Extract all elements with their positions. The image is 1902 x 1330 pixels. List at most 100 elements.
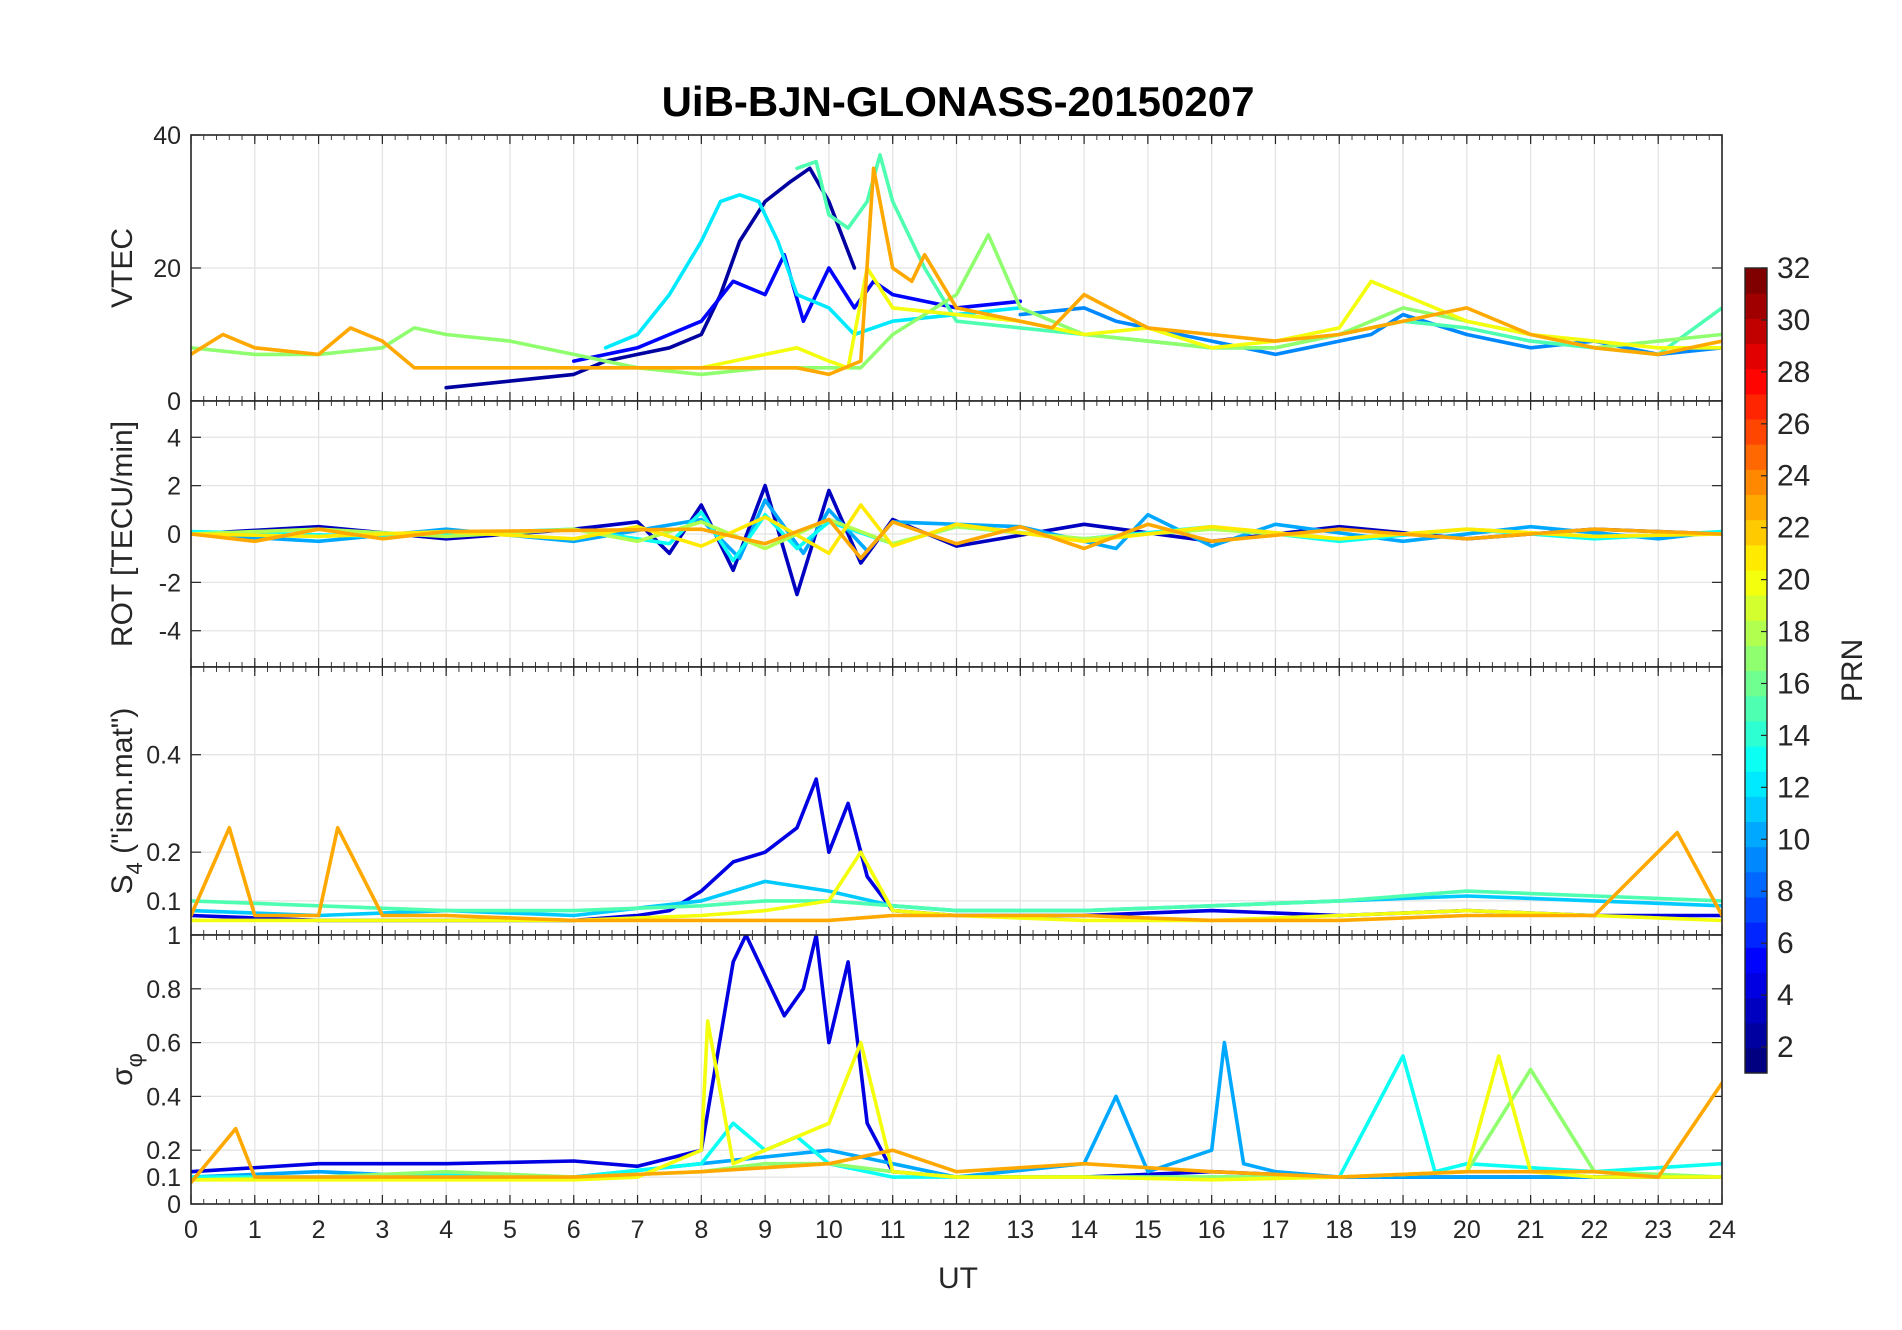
series-line-prn-20 [635,266,1722,370]
colorbar-tick-label: 22 [1777,512,1810,545]
colorbar-swatch [1745,645,1767,672]
x-tick-label: 3 [375,1216,389,1244]
x-tick-label: 7 [631,1216,645,1244]
chart-title: UiB-BJN-GLONASS-20150207 [662,78,1255,125]
series-line-prn-15 [191,889,1722,913]
x-tick-label: 6 [567,1216,581,1244]
x-tick-label: 16 [1198,1216,1226,1244]
y-tick-label: 0.8 [146,976,181,1004]
series-line-prn-23 [191,1081,1722,1185]
y-tick-label: 0 [167,521,181,549]
x-tick-label: 8 [694,1216,708,1244]
y-tick-label: -2 [159,569,181,597]
series-line-prn-20 [191,1019,1722,1182]
colorbar-swatch [1745,544,1767,571]
series-line-prn-2 [444,166,857,390]
y-tick-label: 0.1 [146,888,181,916]
colorbar-tick-label: 18 [1777,616,1810,649]
x-tick-label: 15 [1134,1216,1162,1244]
panel-sigma: 00.10.2 0.4 0.6 0.8 1 σφ [106,922,1723,1219]
colorbar-tick-label: 14 [1777,719,1810,752]
series-line-prn-12 [603,193,1023,350]
colorbar-tick-label: 6 [1777,927,1794,960]
colorbar-swatch [1745,620,1767,646]
colorbar-swatch [1745,922,1767,948]
x-tick-label: 18 [1325,1216,1353,1244]
x-tick-label: 17 [1262,1216,1290,1244]
colorbar-swatch [1745,720,1767,747]
colorbar-swatch [1745,947,1767,973]
colorbar-swatch [1745,469,1767,496]
x-tick-label: 4 [439,1216,453,1244]
x-tick-label: 11 [880,1216,906,1244]
series-group [191,483,1722,597]
y-tick-label: 0 [167,388,181,416]
x-tick-label: 22 [1581,1216,1609,1244]
colorbar-swatch [1745,972,1767,999]
colorbar-label: PRN [1836,639,1869,702]
series-line-prn-9 [1018,306,1722,357]
colorbar-tick-label: 20 [1777,564,1810,597]
series-group [191,935,1722,1185]
y-tick-label: 0.1 [146,1164,181,1192]
x-tick-label: 1 [248,1216,262,1244]
series-line-prn-21 [191,503,1722,556]
y-axis-label-s4: S4 ("ism.mat") [106,708,147,895]
colorbar-tick-label: 2 [1777,1031,1794,1064]
y-tick-label: 0.2 [146,1137,181,1165]
x-tick-label: 20 [1453,1216,1481,1244]
colorbar-swatch [1745,318,1767,345]
x-tick-label: 19 [1389,1216,1417,1244]
y-axis-label-sigma: σφ [106,1053,147,1086]
colorbar-swatch [1745,569,1767,596]
colorbar-swatch [1745,444,1767,470]
colorbar-swatch [1745,821,1767,848]
colorbar-tick-label: 26 [1777,408,1810,441]
x-tick-label: 13 [1006,1216,1034,1244]
y-tick-label: 0.4 [146,742,181,770]
colorbar-swatch [1745,1047,1767,1074]
panel-vtec: 0 20 40 VTEC [106,122,1723,416]
colorbar-tick-label: 8 [1777,875,1794,908]
colorbar-tick-label: 10 [1777,823,1810,856]
x-tick-label: 24 [1708,1216,1736,1244]
panel-rot: -4 -2 0 2 4 ROT [TECU/min] [106,400,1723,668]
y-tick-label: 2 [167,473,181,501]
colorbar-tick-label: 16 [1777,667,1810,700]
colorbar-swatch [1745,595,1767,621]
axes-frame [190,934,1723,1205]
colorbar-swatch [1745,393,1767,420]
y-tick-label: 40 [153,122,181,150]
series-line-prn-20 [191,850,1722,923]
colorbar-swatch [1745,771,1767,797]
colorbar-tick-label: 28 [1777,356,1810,389]
colorbar-swatch [1745,846,1767,873]
colorbar-swatch [1745,1022,1767,1049]
series-group [191,153,1722,390]
colorbar-swatch [1745,268,1767,294]
y-tick-label: 0.6 [146,1030,181,1058]
x-tick-label: 5 [503,1216,517,1244]
x-tick-label: 10 [815,1216,843,1244]
y-axis-label-rot: ROT [TECU/min] [106,421,139,647]
panel-s4: 0.1 0.2 0.4S4 ("ism.mat") [106,666,1723,936]
colorbar-tick-label: 12 [1777,771,1810,804]
x-tick-label: 21 [1517,1216,1545,1244]
series-line-prn-5 [571,252,1023,363]
colorbar-swatch [1745,494,1767,521]
colorbar-swatch [1745,871,1767,898]
colorbar-swatch [1745,745,1767,772]
x-axis-label: UT [938,1262,978,1295]
colorbar-tick-label: 4 [1777,979,1794,1012]
y-tick-label: 4 [167,424,181,452]
colorbar-tick-label: 30 [1777,304,1810,337]
series-line-prn-23 [191,166,1722,377]
colorbar-tick-label: 32 [1777,252,1810,285]
x-tick-label: 14 [1070,1216,1098,1244]
y-tick-label: -4 [159,618,181,646]
colorbar-frame [1744,267,1768,1074]
colorbar-swatch [1745,368,1767,395]
